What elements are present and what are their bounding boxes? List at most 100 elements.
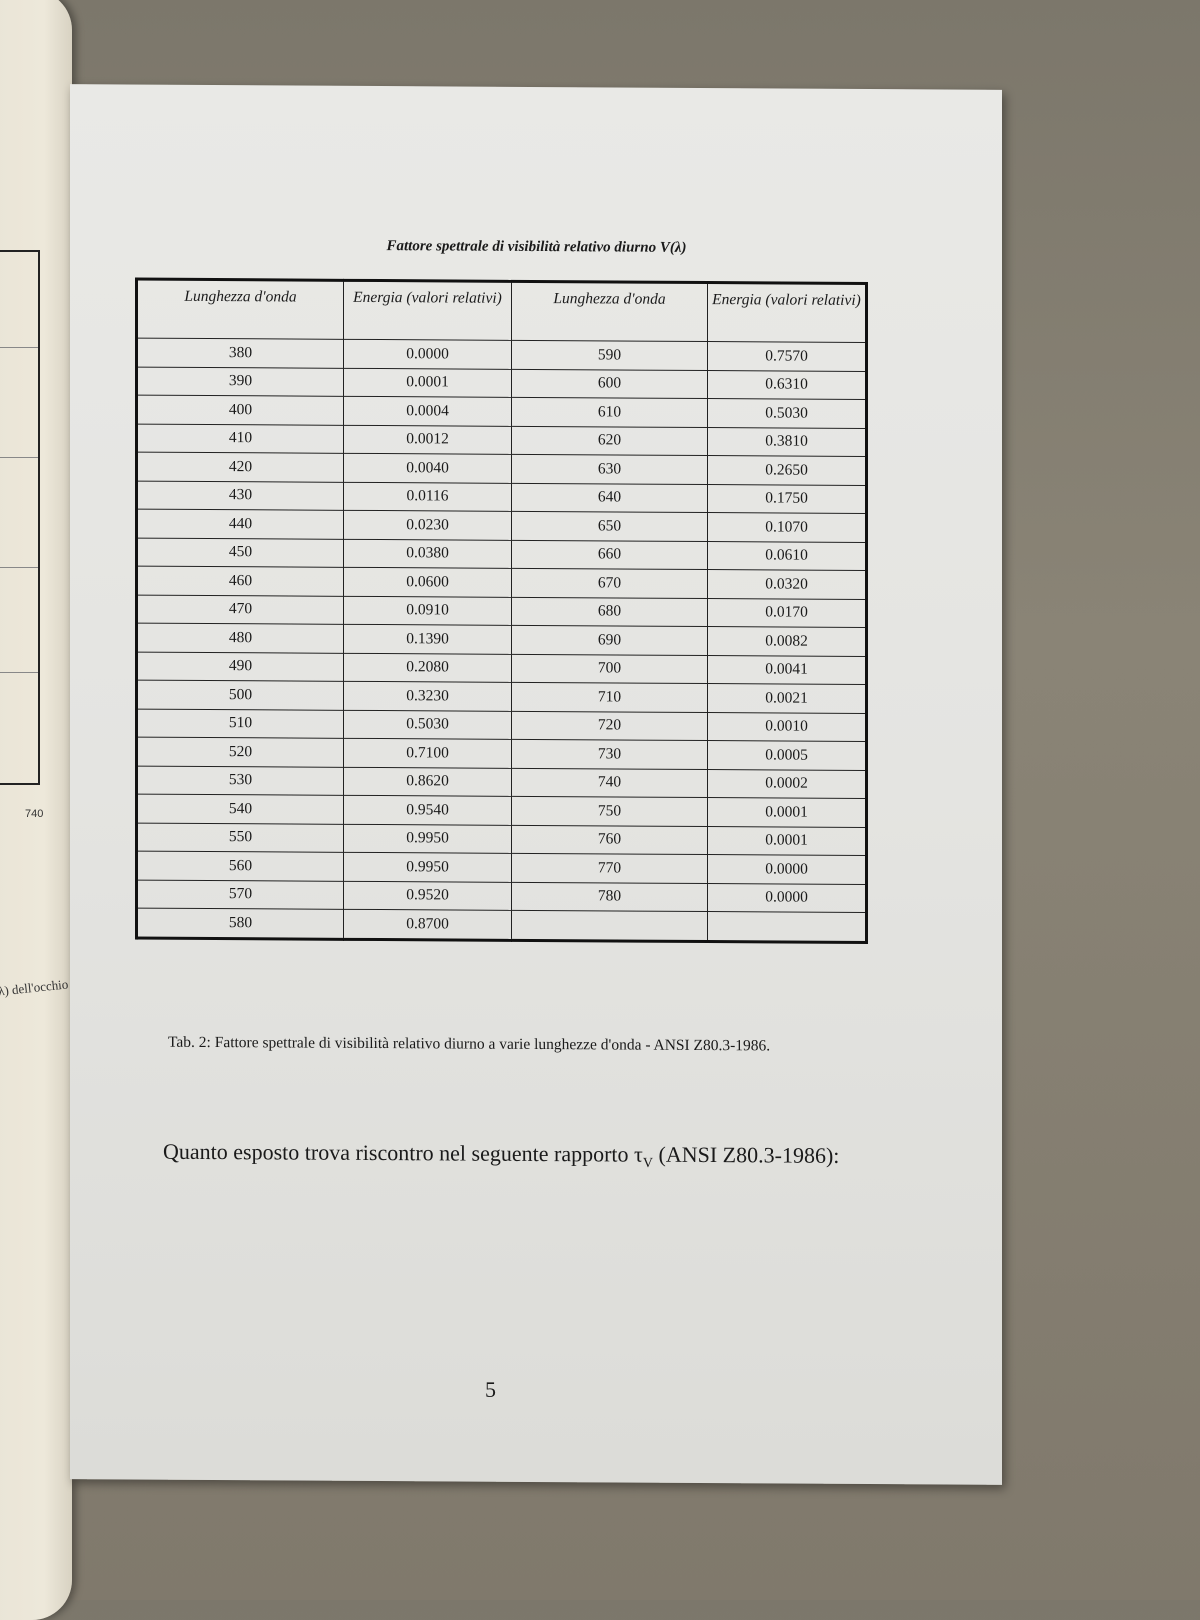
energy-cell: 0.7100 xyxy=(343,738,512,768)
energy-cell: 0.2080 xyxy=(343,652,512,683)
table-row: 400 0.0004 610 0.5030 xyxy=(136,395,867,429)
table-row: 510 0.5030 720 0.0010 xyxy=(136,708,867,742)
energy-cell: 0.0910 xyxy=(343,595,512,626)
header-energy: Energia (valori relativi) xyxy=(707,282,867,343)
wavelength-cell: 410 xyxy=(136,423,344,454)
energy-cell: 0.0230 xyxy=(343,510,512,540)
table-row: 560 0.9950 770 0.0000 xyxy=(136,851,867,885)
header-wavelength: Lunghezza d'onda xyxy=(136,279,344,340)
table-row: 410 0.0012 620 0.3810 xyxy=(136,423,867,457)
wavelength-cell: 730 xyxy=(511,739,708,770)
wavelength-cell: 740 xyxy=(511,767,708,798)
table-header-row: Lunghezza d'onda Energia (valori relativ… xyxy=(136,279,867,343)
wavelength-cell: 640 xyxy=(511,482,708,513)
energy-cell: 0.0001 xyxy=(343,367,512,398)
body-text-part: Quanto esposto trova riscontro nel segue… xyxy=(163,1138,643,1167)
left-chart-fragment xyxy=(0,250,40,785)
wavelength-cell: 480 xyxy=(136,623,344,653)
energy-cell: 0.9950 xyxy=(343,852,512,882)
energy-cell: 0.0010 xyxy=(707,712,867,742)
energy-cell: 0.0380 xyxy=(343,538,512,569)
energy-cell: 0.0012 xyxy=(343,424,512,455)
energy-cell: 0.5030 xyxy=(707,398,867,429)
wavelength-cell: 530 xyxy=(136,765,344,796)
energy-cell: 0.0005 xyxy=(707,740,867,771)
wavelength-cell: 760 xyxy=(511,824,708,855)
table-title: Fattore spettrale di visibilità relativo… xyxy=(386,238,687,256)
energy-cell: 0.0040 xyxy=(343,453,512,483)
header-energy: Energia (valori relativi) xyxy=(343,280,512,341)
wavelength-cell: 470 xyxy=(136,594,344,625)
wavelength-cell: 700 xyxy=(511,653,708,684)
energy-cell: 0.0001 xyxy=(707,826,867,856)
wavelength-cell: 710 xyxy=(511,682,708,713)
energy-cell: 0.2650 xyxy=(707,455,867,486)
wavelength-cell: 660 xyxy=(511,539,708,570)
energy-cell xyxy=(707,911,867,943)
left-page: 740 λ) dell'occhio xyxy=(0,0,72,1620)
wavelength-cell: 440 xyxy=(136,509,344,539)
wavelength-cell: 590 xyxy=(511,340,708,371)
table-row: 520 0.7100 730 0.0005 xyxy=(136,737,867,771)
table-caption: Tab. 2: Fattore spettrale di visibilità … xyxy=(168,1033,771,1055)
energy-cell: 0.1750 xyxy=(707,484,867,514)
wavelength-cell: 550 xyxy=(136,822,344,853)
table-row: 550 0.9950 760 0.0001 xyxy=(136,822,867,856)
table-row: 430 0.0116 640 0.1750 xyxy=(136,480,867,514)
energy-cell: 0.0610 xyxy=(707,541,867,571)
energy-cell: 0.9950 xyxy=(343,823,512,854)
energy-cell: 0.6310 xyxy=(707,370,867,400)
table-row: 420 0.0040 630 0.2650 xyxy=(136,452,867,486)
energy-cell: 0.1390 xyxy=(343,624,512,654)
energy-cell: 0.0000 xyxy=(707,854,867,885)
wavelength-cell: 630 xyxy=(511,454,708,485)
wavelength-cell: 770 xyxy=(511,853,708,884)
wavelength-cell: 490 xyxy=(136,651,344,682)
wavelength-cell: 690 xyxy=(511,625,708,656)
table-row: 580 0.8700 xyxy=(136,908,867,943)
left-tick-label: 740 xyxy=(25,808,44,820)
wavelength-cell: 430 xyxy=(136,480,344,511)
document-page: Fattore spettrale di visibilità relativo… xyxy=(70,84,1002,1485)
wavelength-cell: 390 xyxy=(136,366,344,397)
energy-cell: 0.7570 xyxy=(707,341,867,372)
wavelength-cell: 520 xyxy=(136,737,344,767)
table-row: 440 0.0230 650 0.1070 xyxy=(136,509,867,543)
wavelength-cell: 620 xyxy=(511,425,708,456)
wavelength-cell: 450 xyxy=(136,537,344,568)
table-row: 450 0.0380 660 0.0610 xyxy=(136,537,867,571)
table-row: 480 0.1390 690 0.0082 xyxy=(136,623,867,657)
wavelength-cell: 380 xyxy=(136,338,344,368)
energy-cell: 0.0001 xyxy=(707,797,867,828)
energy-cell: 0.0320 xyxy=(707,569,867,600)
energy-cell: 0.9540 xyxy=(343,795,512,825)
wavelength-cell: 750 xyxy=(511,796,708,827)
energy-cell: 0.0004 xyxy=(343,396,512,426)
table-row: 470 0.0910 680 0.0170 xyxy=(136,594,867,628)
energy-cell: 0.0021 xyxy=(707,683,867,714)
table-row: 570 0.9520 780 0.0000 xyxy=(136,879,867,913)
wavelength-cell: 600 xyxy=(511,368,708,399)
energy-cell: 0.8700 xyxy=(343,909,512,940)
energy-cell: 0.0082 xyxy=(707,626,867,657)
energy-cell: 0.0000 xyxy=(343,339,512,369)
energy-cell: 0.0000 xyxy=(707,883,867,913)
wavelength-cell: 400 xyxy=(136,395,344,425)
energy-cell: 0.0002 xyxy=(707,769,867,799)
energy-cell: 0.9520 xyxy=(343,880,512,911)
wavelength-cell: 460 xyxy=(136,566,344,596)
table-row: 460 0.0600 670 0.0320 xyxy=(136,566,867,600)
energy-cell: 0.1070 xyxy=(707,512,867,543)
energy-cell: 0.3230 xyxy=(343,681,512,711)
page-number: 5 xyxy=(485,1376,496,1402)
table-row: 500 0.3230 710 0.0021 xyxy=(136,680,867,714)
energy-cell: 0.0041 xyxy=(707,655,867,685)
energy-cell: 0.0116 xyxy=(343,481,512,512)
wavelength-cell: 510 xyxy=(136,708,344,739)
wavelength-cell: 610 xyxy=(511,397,708,428)
tau-subscript: V xyxy=(642,1156,654,1172)
energy-cell: 0.8620 xyxy=(343,766,512,797)
table-row: 490 0.2080 700 0.0041 xyxy=(136,651,867,685)
wavelength-cell: 720 xyxy=(511,710,708,741)
energy-cell: 0.5030 xyxy=(343,709,512,740)
